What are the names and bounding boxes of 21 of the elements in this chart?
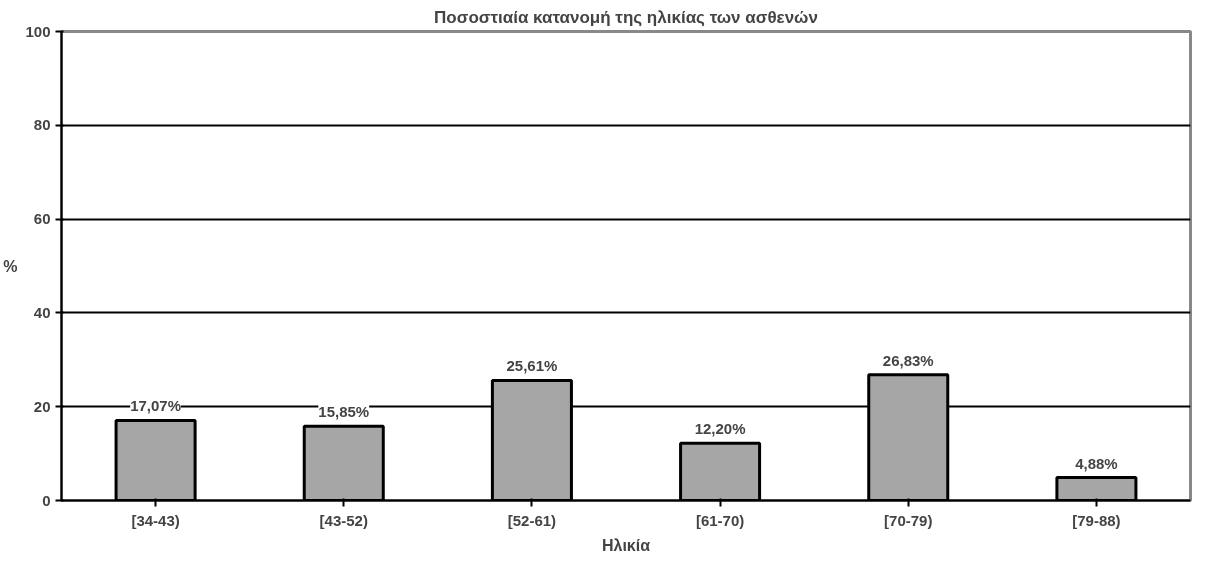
chart-title: Ποσοστιαία κατανομή της ηλικίας των ασθενών (434, 7, 818, 27)
x-tick-label: [52-61) (507, 511, 557, 529)
y-tick-label: 40 (33, 303, 51, 321)
y-tick-label: 60 (33, 210, 51, 228)
x-tick-label: [79-88) (1072, 511, 1121, 529)
x-axis-title: Ηλικία (601, 536, 651, 554)
data-label: 4,88% (1075, 454, 1118, 472)
data-label: 17,07% (130, 397, 182, 415)
x-tick-label: [61-70) (695, 511, 745, 529)
x-tick-label: [70-79) (884, 511, 933, 529)
y-axis-title: % (3, 257, 18, 275)
data-label: 25,61% (506, 357, 558, 375)
data-label: 15,85% (318, 403, 370, 421)
data-label: 12,20% (694, 420, 746, 438)
x-tick-label: [43-52) (319, 511, 368, 529)
y-tick-label: 100 (25, 22, 51, 40)
x-tick-label: [34-43) (131, 511, 180, 529)
data-label: 26,83% (882, 351, 934, 369)
y-tick-label: 20 (33, 397, 51, 415)
y-tick-label: 80 (33, 116, 51, 134)
y-tick-label: 0 (42, 491, 51, 509)
